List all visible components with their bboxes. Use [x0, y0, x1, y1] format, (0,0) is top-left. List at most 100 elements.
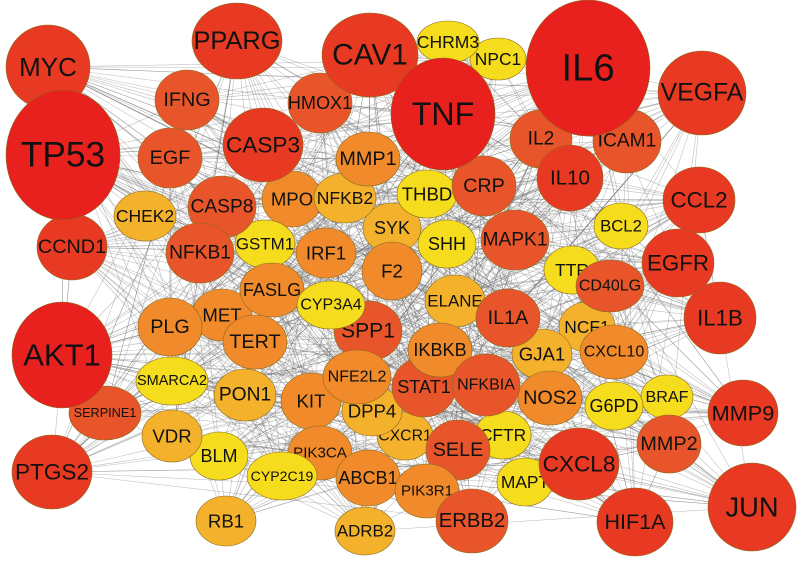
gene-node-shape [191, 2, 283, 80]
gene-node-label: BRAF [646, 388, 689, 406]
gene-node-mpo: MPO [261, 170, 323, 228]
gene-node-label: MYC [19, 52, 77, 82]
gene-node-ccl2: CCL2 [662, 166, 736, 234]
gene-node-label: NOS2 [523, 387, 577, 409]
gene-node-casp8: CASP8 [187, 175, 257, 239]
gene-node-label: PON1 [219, 385, 271, 406]
gene-node-cxcl10: CXCL10 [579, 324, 649, 380]
gene-node-label: CHRM3 [417, 32, 479, 52]
gene-node-label: HMOX1 [288, 93, 352, 113]
gene-node-ptgs2: PTGS2 [11, 434, 93, 510]
gene-node-label: TNF [412, 96, 475, 132]
gene-node-shape [596, 487, 674, 557]
gene-node-shh: SHH [417, 219, 477, 269]
gene-node-label: IL1A [488, 307, 529, 329]
gene-node-label: NFKB1 [169, 243, 231, 264]
gene-node-label: AKT1 [23, 338, 101, 373]
gene-node-label: BLM [200, 446, 237, 466]
gene-node-cav1: CAV1 [321, 12, 419, 98]
gene-node-label: IL2 [528, 129, 555, 150]
gene-node-label: CRP [463, 175, 505, 197]
gene-node-shape [287, 72, 353, 134]
gene-node-vegfa: VEGFA [657, 50, 747, 136]
interaction-edge [507, 92, 703, 319]
gene-node-tnf: TNF [390, 57, 496, 171]
gene-node-shape [222, 314, 288, 370]
gene-node-chrm3: CHRM3 [416, 20, 480, 64]
gene-node-jun: JUN [707, 462, 797, 552]
gene-node-label: STAT1 [397, 377, 451, 397]
gene-node-f2: F2 [361, 241, 423, 301]
gene-node-label: CXCL10 [584, 344, 645, 361]
gene-node-shape [469, 37, 527, 81]
gene-node-label: CCND1 [38, 236, 106, 258]
gene-node-label: PLG [150, 316, 190, 338]
gene-node-vdr: VDR [141, 409, 203, 463]
gene-node-label: PIK3CA [293, 445, 348, 462]
interaction-edge [507, 199, 700, 319]
gene-node-il6: IL6 [525, 0, 651, 137]
gene-node-shape [536, 144, 604, 212]
gene-node-label: ELANE [427, 292, 482, 311]
gene-node-label: CFTR [480, 425, 526, 445]
gene-node-label: ICAM1 [598, 131, 657, 152]
gene-node-shape [222, 107, 304, 183]
gene-node-mapk1: MAPK1 [480, 209, 550, 271]
gene-node-chek2: CHEK2 [113, 190, 177, 242]
gene-node-shape [707, 462, 797, 552]
gene-node-shape [296, 280, 366, 330]
gene-node-shape [113, 190, 177, 242]
gene-node-thbd: THBD [396, 169, 458, 219]
gene-node-egf: EGF [137, 127, 203, 189]
gene-node-label: CD40LG [579, 278, 641, 295]
gene-node-label: IL1B [697, 306, 743, 331]
gene-node-mmp9: MMP9 [707, 379, 779, 447]
gene-node-shape [321, 12, 419, 98]
gene-node-braf: BRAF [640, 374, 694, 420]
gene-node-pparg: PPARG [191, 2, 283, 80]
interaction-edge [71, 246, 321, 454]
gene-node-shape [335, 131, 401, 187]
gene-node-label: SPP1 [341, 320, 395, 343]
gene-node-shape [707, 379, 779, 447]
gene-node-label: CASP8 [191, 197, 254, 218]
gene-node-cyp3a4: CYP3A4 [296, 280, 366, 330]
gene-node-shape [451, 155, 517, 217]
gene-node-label: ADRB2 [337, 522, 393, 541]
gene-node-shape [517, 370, 583, 426]
gene-node-label: CYP2C19 [251, 468, 314, 484]
gene-node-shape [636, 414, 702, 474]
gene-node-label: PTGS2 [15, 460, 89, 485]
gene-node-nfkbia: NFKBIA [451, 353, 521, 417]
gene-node-shape [417, 219, 477, 269]
gene-node-shape [295, 227, 357, 279]
gene-node-label: MMP9 [712, 401, 775, 426]
gene-node-shape [213, 368, 277, 422]
interaction-edge [169, 67, 589, 328]
gene-node-label: G6PD [589, 396, 638, 416]
gene-node-shape [195, 495, 257, 547]
gene-node-adrb2: ADRB2 [334, 506, 396, 556]
gene-node-egfr: EGFR [641, 228, 715, 298]
gene-node-label: KIT [297, 391, 326, 412]
gene-node-shape [657, 50, 747, 136]
gene-node-label: BCL2 [600, 217, 642, 236]
gene-node-tert: TERT [222, 314, 288, 370]
gene-node-shape [246, 451, 318, 501]
gene-node-sele: SELE [425, 419, 491, 481]
gene-node-label: CASP3 [226, 133, 300, 158]
gene-node-tp53: TP53 [5, 89, 121, 221]
gene-node-shape [593, 202, 649, 250]
gene-node-shape [135, 356, 209, 406]
gene-node-label: MMP1 [339, 148, 396, 170]
gene-node-label: VDR [152, 426, 191, 447]
gene-node-ikbkb: IKBKB [407, 322, 473, 378]
gene-node-ifng: IFNG [154, 69, 220, 131]
gene-node-elane: ELANE [424, 274, 486, 328]
gene-node-label: SHH [428, 234, 466, 254]
gene-node-label: IKBKB [413, 340, 466, 360]
gene-node-bcl2: BCL2 [593, 202, 649, 250]
gene-node-label: CHEK2 [116, 206, 174, 226]
gene-node-shape [11, 301, 113, 409]
